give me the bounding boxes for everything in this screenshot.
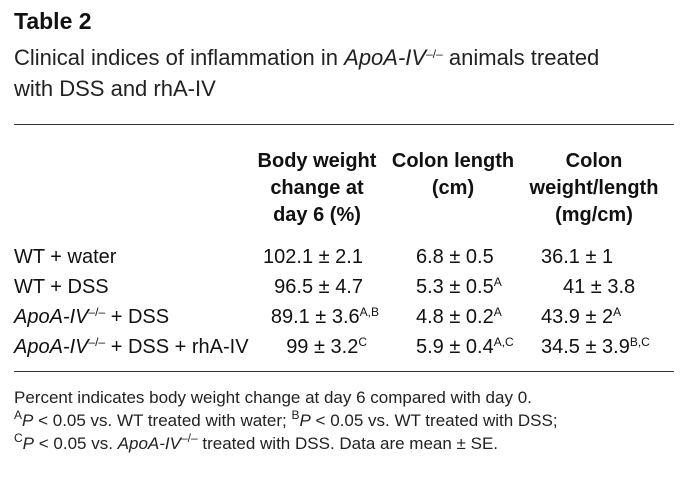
cell-value: 89.1 ± 3.6 [270, 306, 360, 328]
caption-gene: ApoA-IV [344, 45, 427, 70]
table-row: ApoA-IV–/– + DSS 89.1 ± 3.6A,B 4.8 ± 0.2… [0, 306, 700, 336]
table-label: Table 2 [14, 8, 92, 34]
row-label: ApoA-IV–/– + DSS [14, 306, 169, 329]
cell-value: 43.9 ± 2 [541, 306, 614, 328]
row-label: WT + DSS [14, 276, 109, 298]
footnote-sup: B [291, 408, 300, 422]
footnote-text: treated with DSS. Data are mean ± SE. [197, 434, 499, 453]
footnote-text: < 0.05 vs. WT treated with DSS; [310, 411, 558, 430]
caption-suffix: animals treated [442, 45, 600, 70]
cell-colon-length: 6.8 ± 0.5 [416, 246, 526, 269]
cell-value: 99 ± 3.2 [286, 336, 359, 358]
cell-colon-length: 5.9 ± 0.4A,C [416, 336, 526, 359]
cell-value: 41 ± 3.8 [563, 276, 636, 298]
table-caption: Clinical indices of inflammation in ApoA… [14, 42, 674, 104]
footnote-text: < 0.05 vs. WT treated with water; [33, 411, 292, 430]
row-label-sup: –/– [88, 305, 106, 319]
footnote-sup: A [14, 408, 23, 422]
cell-colon-weight: 34.5 ± 3.9B,C [541, 336, 661, 359]
cell-sup: A [493, 275, 502, 289]
cell-value: 6.8 ± 0.5 [416, 246, 494, 268]
cell-colon-weight: 41 ± 3.8 [563, 276, 683, 299]
header-line: (cm) [431, 177, 475, 199]
header-line: Colon [565, 150, 623, 172]
cell-body-weight: 89.1 ± 3.6A,B [255, 306, 379, 329]
cell-value: 34.5 ± 3.9 [541, 336, 630, 358]
header-line: day 6 (%) [273, 204, 361, 226]
header-line: weight/length [529, 177, 659, 199]
caption-prefix: Clinical indices of inflammation in [14, 45, 345, 70]
footnote-gene: ApoA-IV [117, 434, 181, 453]
table-row: ApoA-IV–/– + DSS + rhA-IV 99 ± 3.2C 5.9 … [0, 336, 700, 366]
cell-sup: A [613, 305, 622, 319]
cell-body-weight: 102.1 ± 2.1 [255, 246, 363, 269]
cell-sup: A,C [493, 335, 514, 349]
cell-sup: A,B [359, 305, 379, 319]
table-row: WT + DSS 96.5 ± 4.7 5.3 ± 0.5A 41 ± 3.8 [0, 276, 700, 306]
footnote-text: < 0.05 vs. [34, 434, 118, 453]
header-colon-length: Colon length (cm) [388, 148, 518, 202]
cell-sup: C [358, 335, 367, 349]
top-rule [14, 124, 674, 125]
table-footnotes: Percent indicates body weight change at … [14, 386, 684, 455]
cell-sup: A [493, 305, 502, 319]
header-line: (mg/cm) [555, 204, 633, 226]
cell-value: 36.1 ± 1 [541, 246, 614, 268]
footnote-p: P [22, 411, 34, 430]
footnote-p: P [299, 411, 311, 430]
header-line: Colon length [391, 150, 515, 172]
cell-value: 96.5 ± 4.7 [274, 276, 363, 298]
table-row: WT + water 102.1 ± 2.1 6.8 ± 0.5 36.1 ± … [0, 246, 700, 276]
row-label-rest: + DSS [105, 306, 170, 328]
cell-colon-weight: 36.1 ± 1 [541, 246, 661, 269]
cell-value: 5.9 ± 0.4 [416, 336, 494, 358]
footnote-line: AP < 0.05 vs. WT treated with water; BP … [14, 409, 684, 432]
cell-value: 4.8 ± 0.2 [416, 306, 494, 328]
cell-body-weight: 99 ± 3.2C [255, 336, 367, 359]
cell-body-weight: 96.5 ± 4.7 [255, 276, 363, 299]
cell-value: 102.1 ± 2.1 [263, 246, 363, 268]
header-colon-weight-length: Colon weight/length (mg/cm) [524, 148, 664, 229]
footnote-sup: –/– [180, 431, 198, 445]
footnote-line: Percent indicates body weight change at … [14, 388, 532, 407]
row-label-rest: + DSS + rhA-IV [105, 336, 249, 358]
row-label: ApoA-IV–/– + DSS + rhA-IV [14, 336, 249, 359]
cell-colon-weight: 43.9 ± 2A [541, 306, 661, 329]
row-label-sup: –/– [88, 335, 106, 349]
header-line: change at [270, 177, 364, 199]
caption-line2: with DSS and rhA-IV [14, 76, 216, 101]
cell-value: 5.3 ± 0.5 [416, 276, 494, 298]
bottom-rule [14, 371, 674, 372]
header-body-weight: Body weight change at day 6 (%) [252, 148, 382, 229]
cell-sup: B,C [629, 335, 650, 349]
footnote-sup: C [14, 431, 23, 445]
row-label: WT + water [14, 246, 117, 268]
header-line: Body weight [257, 150, 377, 172]
cell-colon-length: 5.3 ± 0.5A [416, 276, 526, 299]
row-label-gene: ApoA-IV [14, 306, 89, 328]
footnote-p: P [22, 434, 35, 453]
row-label-gene: ApoA-IV [14, 336, 89, 358]
cell-colon-length: 4.8 ± 0.2A [416, 306, 526, 329]
caption-gene-sup: –/– [426, 47, 443, 61]
footnote-line: CP < 0.05 vs. ApoA-IV–/– treated with DS… [14, 432, 684, 455]
